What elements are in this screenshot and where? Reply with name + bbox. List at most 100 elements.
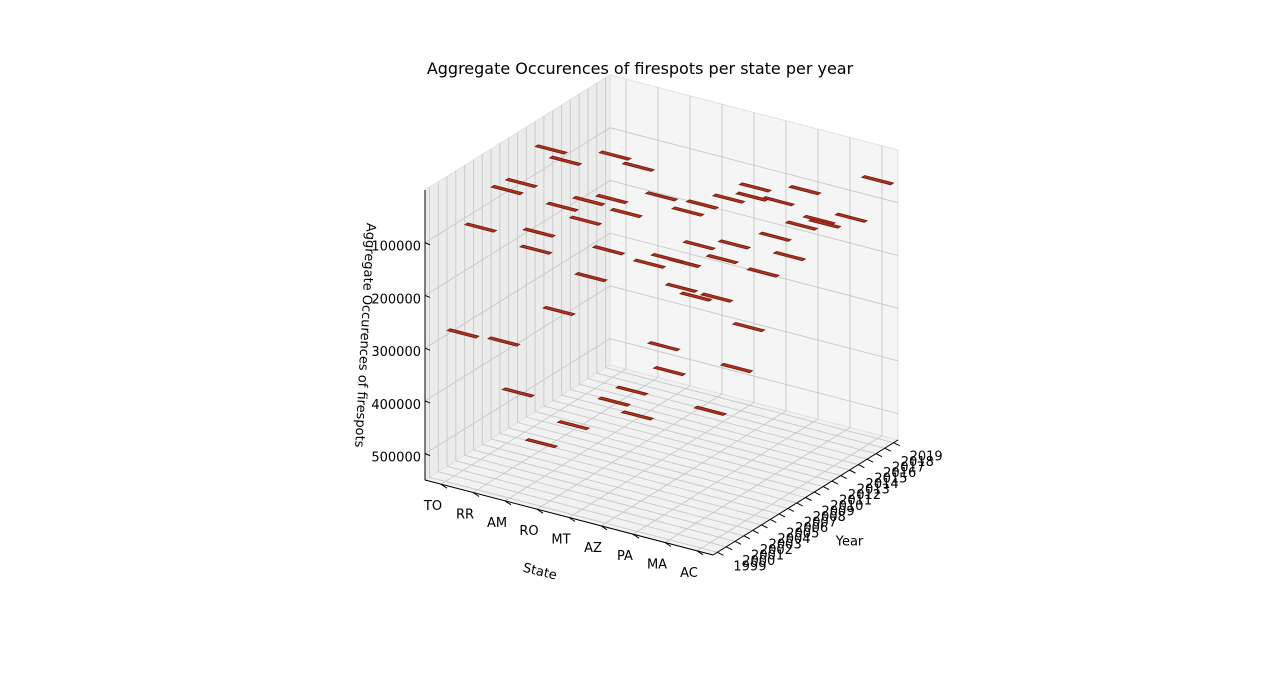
state-tick-label: RO [519, 524, 538, 539]
chart-title: Aggregate Occurences of firespots per st… [426, 59, 854, 78]
bar [719, 362, 754, 374]
bar [548, 155, 583, 166]
year-tick-label: 2010 [830, 499, 863, 514]
bar [522, 227, 556, 238]
state-tick [440, 483, 448, 489]
bar [504, 177, 539, 189]
year-tick [893, 442, 900, 447]
year-tick [725, 546, 733, 551]
year-grid-line [438, 471, 727, 548]
year-tick [743, 535, 751, 540]
year-tick [866, 458, 874, 463]
bar [446, 328, 480, 339]
bar [598, 150, 633, 161]
year-tick-label: 2000 [742, 554, 775, 569]
year-grid-line [482, 443, 771, 520]
year-grid-line [561, 394, 850, 471]
x-axis-label: State [521, 561, 558, 584]
year-tick [761, 524, 768, 529]
year-tick [770, 518, 777, 523]
z-tick [424, 294, 431, 298]
bar [807, 218, 842, 229]
year-grid-line [605, 367, 894, 444]
z-tick-label: 400000 [371, 398, 421, 413]
z-grid-line [424, 232, 611, 349]
bar [650, 252, 685, 264]
year-grid-line [579, 383, 868, 460]
year-tick-label: 2007 [804, 515, 837, 530]
z-tick [424, 400, 431, 404]
z-tick [424, 242, 431, 246]
bar [761, 196, 796, 207]
year-grid-line [508, 427, 797, 504]
z-grid-line [609, 285, 899, 362]
state-tick [632, 533, 640, 539]
state-tick-label: AM [487, 516, 507, 531]
bar [463, 222, 498, 233]
chart-grid [424, 77, 899, 553]
year-tick-label: 2019 [910, 450, 943, 465]
z-axis-label: Aggregate Occurences of firespots [351, 223, 378, 448]
year-tick-label: 2008 [813, 510, 846, 525]
year-tick-label: 2004 [777, 532, 810, 547]
year-tick-label: 2005 [786, 526, 819, 541]
z-tick [424, 453, 431, 457]
bar [597, 396, 632, 407]
bar [556, 420, 591, 431]
z-grid-line [609, 338, 899, 415]
bar [685, 199, 720, 210]
z-tick-label: 500000 [371, 451, 421, 466]
state-tick [472, 492, 480, 497]
year-grid-line [473, 449, 762, 526]
state-tick [696, 550, 704, 556]
year-tick-label: 2011 [839, 494, 872, 509]
z-tick [424, 347, 431, 351]
y-axis-label: Year [835, 535, 864, 550]
chart-bars [446, 144, 895, 449]
bar [735, 191, 769, 202]
bar [609, 207, 644, 219]
year-tick [822, 486, 830, 490]
bar [717, 239, 752, 250]
year-tick-label: 2018 [901, 455, 934, 470]
z-grid-line [424, 127, 611, 244]
bar [545, 201, 580, 212]
bar [621, 161, 656, 172]
year-tick-label: 2017 [892, 461, 925, 476]
state-tick [600, 525, 608, 531]
bar [860, 175, 895, 186]
bar [787, 184, 822, 196]
year-tick [858, 464, 865, 469]
year-tick [717, 551, 724, 556]
bar [670, 206, 705, 217]
year-grid-line [455, 460, 744, 537]
year-tick [752, 529, 759, 534]
bar [518, 244, 553, 255]
bar [644, 191, 679, 202]
bar [772, 250, 807, 262]
bar [679, 291, 713, 302]
year-tick [814, 491, 821, 496]
year-grid-line [446, 465, 736, 542]
z-tick-label: 300000 [371, 345, 421, 360]
state-tick-label: AZ [584, 541, 602, 556]
year-tick [884, 447, 892, 452]
bar [487, 336, 521, 347]
bar [595, 193, 629, 205]
bar [746, 267, 780, 278]
year-tick [875, 453, 883, 458]
state-tick-label: MT [551, 533, 570, 548]
year-grid-line [596, 372, 885, 449]
bar [534, 144, 569, 155]
bar [501, 387, 536, 398]
year-grid-line [535, 411, 824, 487]
bar [693, 405, 728, 416]
z-grid-line [609, 180, 899, 256]
year-grid-line [543, 405, 833, 482]
bar [542, 305, 576, 317]
year-tick-label: 2014 [866, 477, 899, 492]
bar [574, 271, 608, 283]
year-tick [778, 513, 786, 518]
z-grid-line [424, 338, 611, 455]
